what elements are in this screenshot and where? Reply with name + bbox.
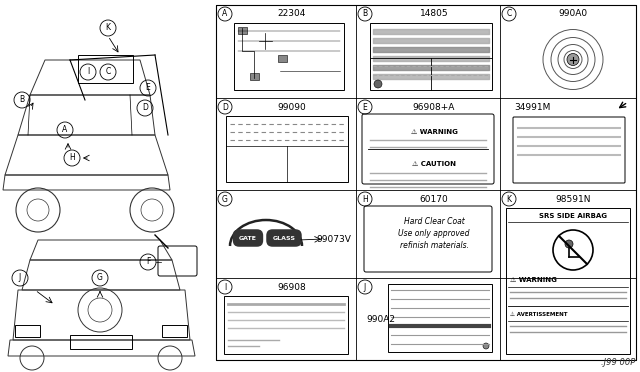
Bar (238, 27, 247, 34)
Text: SRS SIDE AIRBAG: SRS SIDE AIRBAG (539, 213, 607, 219)
Text: 990A2: 990A2 (366, 314, 395, 324)
Text: 96908+A: 96908+A (413, 103, 455, 112)
Text: G: G (222, 195, 228, 203)
Bar (162, 325, 187, 337)
Text: 34991M: 34991M (514, 103, 550, 112)
Bar (226, 116, 348, 182)
Text: refinish materials.: refinish materials. (399, 241, 468, 250)
Text: G: G (97, 273, 103, 282)
Text: 22304: 22304 (278, 10, 306, 19)
Bar (370, 23, 492, 90)
Text: E: E (146, 83, 150, 93)
Text: 98591N: 98591N (556, 195, 591, 203)
Text: J: J (19, 273, 21, 282)
Text: 99090: 99090 (278, 103, 307, 112)
Text: ⚠ WARNING: ⚠ WARNING (510, 277, 557, 283)
Text: GLASS: GLASS (273, 235, 296, 241)
Text: K: K (106, 23, 111, 32)
Text: I: I (87, 67, 89, 77)
Bar (506, 208, 630, 354)
Text: H: H (362, 195, 368, 203)
Text: C: C (106, 67, 111, 77)
Text: 96908: 96908 (278, 282, 307, 292)
Circle shape (483, 343, 489, 349)
Bar (70, 335, 132, 349)
Bar (15, 325, 40, 337)
Circle shape (374, 80, 382, 88)
Text: GATE: GATE (239, 235, 257, 241)
Text: .J99 00P: .J99 00P (601, 358, 635, 367)
Bar (78, 55, 133, 83)
Text: B: B (19, 96, 24, 105)
Text: 60170: 60170 (420, 195, 449, 203)
Text: C: C (506, 10, 511, 19)
Bar (216, 5, 636, 360)
Text: B: B (362, 10, 367, 19)
Text: A: A (62, 125, 68, 135)
Text: A: A (222, 10, 228, 19)
Bar (278, 55, 287, 62)
Text: I: I (224, 282, 226, 292)
Circle shape (565, 240, 573, 248)
Bar (388, 284, 492, 352)
Text: D: D (142, 103, 148, 112)
Bar (224, 296, 348, 354)
Text: 990A0: 990A0 (559, 10, 588, 19)
Text: E: E (363, 103, 367, 112)
Text: K: K (506, 195, 511, 203)
Circle shape (567, 54, 579, 65)
Text: ⚠ WARNING: ⚠ WARNING (411, 129, 458, 135)
Text: Use only approved: Use only approved (398, 230, 470, 238)
Bar (250, 73, 259, 80)
Text: J: J (364, 282, 366, 292)
Bar (234, 23, 344, 90)
Text: 99073V: 99073V (316, 234, 351, 244)
Text: ⚠ AVERTISSEMENT: ⚠ AVERTISSEMENT (510, 311, 568, 317)
Text: Hard Clear Coat: Hard Clear Coat (404, 218, 465, 227)
Text: ⚠ CAUTION: ⚠ CAUTION (412, 161, 456, 167)
Text: F: F (146, 257, 150, 266)
Text: H: H (69, 154, 75, 163)
Text: D: D (222, 103, 228, 112)
Text: 14805: 14805 (420, 10, 448, 19)
